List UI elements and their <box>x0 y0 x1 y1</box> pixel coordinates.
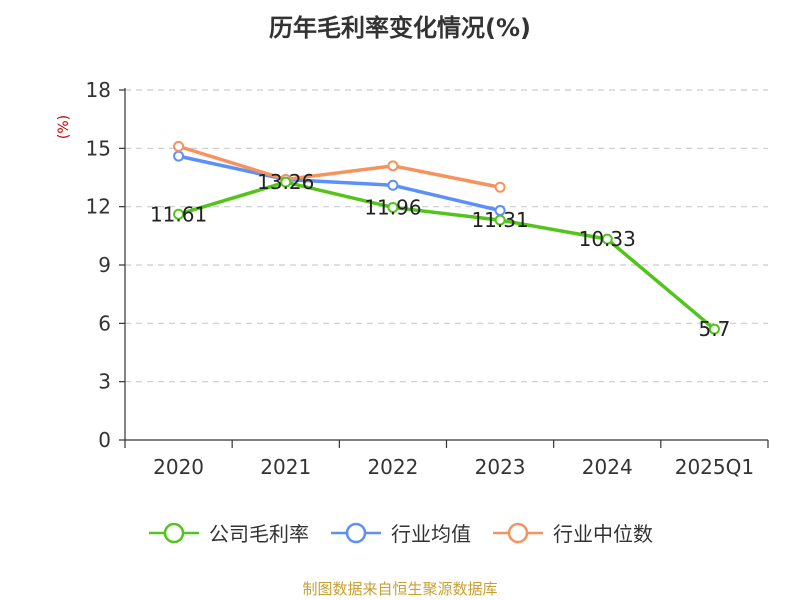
data-point <box>494 181 506 193</box>
grid-layer <box>125 89 768 383</box>
data-point <box>387 179 399 191</box>
y-axis-unit-label: (%) <box>56 115 72 139</box>
data-point <box>494 214 506 226</box>
legend-item[interactable]: 公司毛利率 <box>147 518 309 547</box>
data-point <box>387 201 399 213</box>
legend-marker-icon <box>493 522 543 543</box>
y-tick-label: 6 <box>98 311 111 335</box>
series-line <box>176 154 502 213</box>
x-tick-label: 2023 <box>475 455 526 479</box>
y-tick-label: 15 <box>86 136 111 160</box>
legend: 公司毛利率 行业均值 行业中位数 <box>0 518 800 547</box>
chart-title: 历年毛利率变化情况(%) <box>269 14 531 42</box>
legend-label: 公司毛利率 <box>209 522 309 546</box>
data-label: 5.7 <box>699 317 731 341</box>
data-label: 13.26 <box>257 170 314 194</box>
x-tick-label: 2022 <box>367 455 418 479</box>
data-label: 10.33 <box>579 227 636 251</box>
data-label: 11.61 <box>150 202 207 226</box>
data-label: 11.96 <box>364 195 421 219</box>
source-note: 制图数据来自恒生聚源数据库 <box>302 580 498 598</box>
series-line <box>176 180 717 331</box>
legend-label: 行业中位数 <box>553 522 653 546</box>
x-tick-label: 2025Q1 <box>675 455 754 479</box>
legend-item[interactable]: 行业均值 <box>329 518 471 547</box>
data-label: 11.31 <box>471 208 528 232</box>
data-point <box>601 233 613 245</box>
data-point <box>387 160 399 172</box>
data-point <box>173 140 185 152</box>
data-point <box>708 323 720 335</box>
legend-item[interactable]: 行业中位数 <box>491 518 653 547</box>
x-tick-label: 2020 <box>153 455 204 479</box>
series-line <box>176 144 502 189</box>
data-label-layer: 11.61 13.26 11.96 11.31 10.33 5.7 <box>150 170 730 341</box>
data-point <box>173 208 185 220</box>
y-tick-label: 9 <box>98 253 111 277</box>
axis-layer: 0 3 6 9 12 15 18 2020 2021 2022 2023 2024 2025Q1 (%) <box>56 78 769 479</box>
y-tick-label: 12 <box>86 195 111 219</box>
x-tick-label: 2021 <box>260 455 311 479</box>
y-tick-label: 18 <box>86 78 111 102</box>
legend-marker-icon <box>149 522 199 543</box>
y-tick-label: 3 <box>98 370 111 394</box>
y-tick-label: 0 <box>98 428 111 452</box>
legend-marker-icon <box>331 522 381 543</box>
data-point <box>173 150 185 162</box>
data-point <box>280 176 292 188</box>
series-layer <box>173 140 720 335</box>
x-tick-label: 2024 <box>582 455 633 479</box>
legend-label: 行业均值 <box>391 522 471 546</box>
